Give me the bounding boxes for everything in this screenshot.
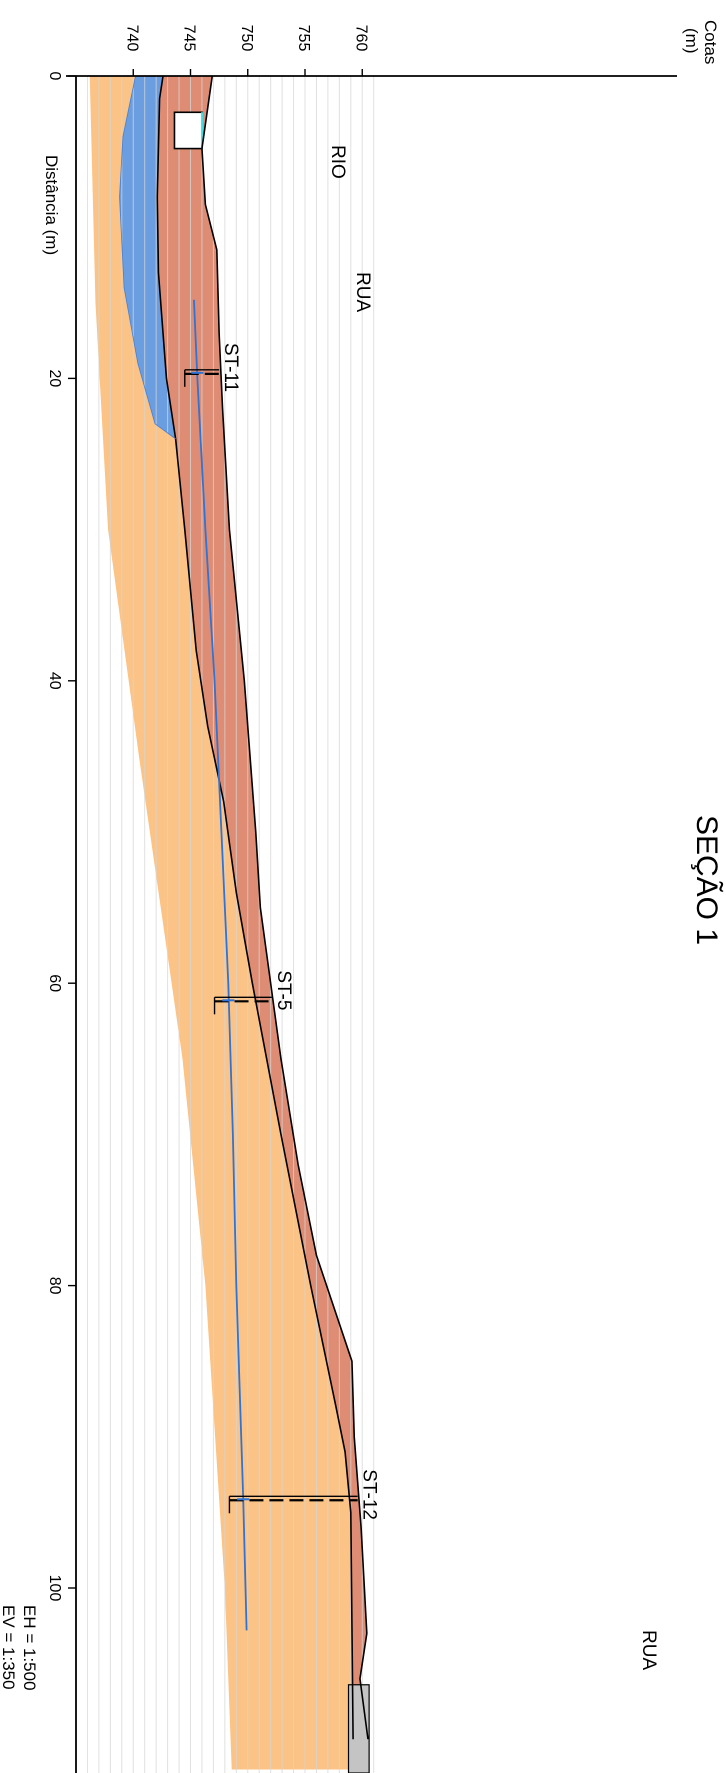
river-label: RIO — [327, 145, 348, 179]
elevation-tick-label: 750 — [238, 25, 255, 52]
elevation-tick-label: 755 — [295, 25, 312, 52]
elevation-tick-label: 740 — [123, 25, 140, 52]
elevation-tick-label-group: 745 — [181, 25, 198, 52]
section-title: SEÇÃO 1 — [690, 815, 724, 945]
distance-tick-label: 80 — [46, 1277, 63, 1295]
distance-tick-label-group: 100 — [46, 1575, 63, 1602]
distance-tick-label: 20 — [46, 370, 63, 388]
borehole-label-group: ST-5 — [273, 970, 294, 1010]
river-channel — [174, 112, 201, 148]
distance-tick-label-group: 0 — [46, 72, 63, 81]
borehole-label: ST-5 — [273, 970, 294, 1010]
distance-tick-label: 0 — [46, 72, 63, 81]
street-label-right: RUA — [638, 1630, 659, 1670]
distance-tick-label: 60 — [46, 974, 63, 992]
elevation-tick-label-group: 740 — [123, 25, 140, 52]
vertical-scale-note: EV = 1:350 — [0, 1605, 18, 1690]
horizontal-scale-note: EH = 1:500 — [20, 1605, 39, 1691]
soil-layers — [70, 76, 373, 1773]
distance-tick-label: 100 — [46, 1575, 63, 1602]
borehole-label-group: ST-12 — [359, 1469, 380, 1520]
borehole-label: ST-12 — [359, 1469, 380, 1520]
borehole-label-group: ST-11 — [220, 343, 241, 392]
elevation-tick-label: 745 — [181, 25, 198, 52]
elevation-tick-label-group: 750 — [238, 25, 255, 52]
elevation-tick-label-group: 755 — [295, 25, 312, 52]
distance-tick-label-group: 40 — [46, 672, 63, 690]
elevation-axis-unit: (m) — [682, 28, 701, 53]
elevation-tick-label: 760 — [352, 25, 369, 52]
elevation-axis-label: Cotas — [701, 20, 720, 64]
distance-tick-label-group: 80 — [46, 1277, 63, 1295]
street-label-left: RUA — [352, 272, 373, 312]
distance-tick-label-group: 60 — [46, 974, 63, 992]
distance-tick-label-group: 20 — [46, 370, 63, 388]
distance-axis-label: Distância (m) — [42, 155, 61, 255]
distance-tick-label: 40 — [46, 672, 63, 690]
elevation-tick-label-group: 760 — [352, 25, 369, 52]
borehole-label: ST-11 — [220, 343, 241, 392]
